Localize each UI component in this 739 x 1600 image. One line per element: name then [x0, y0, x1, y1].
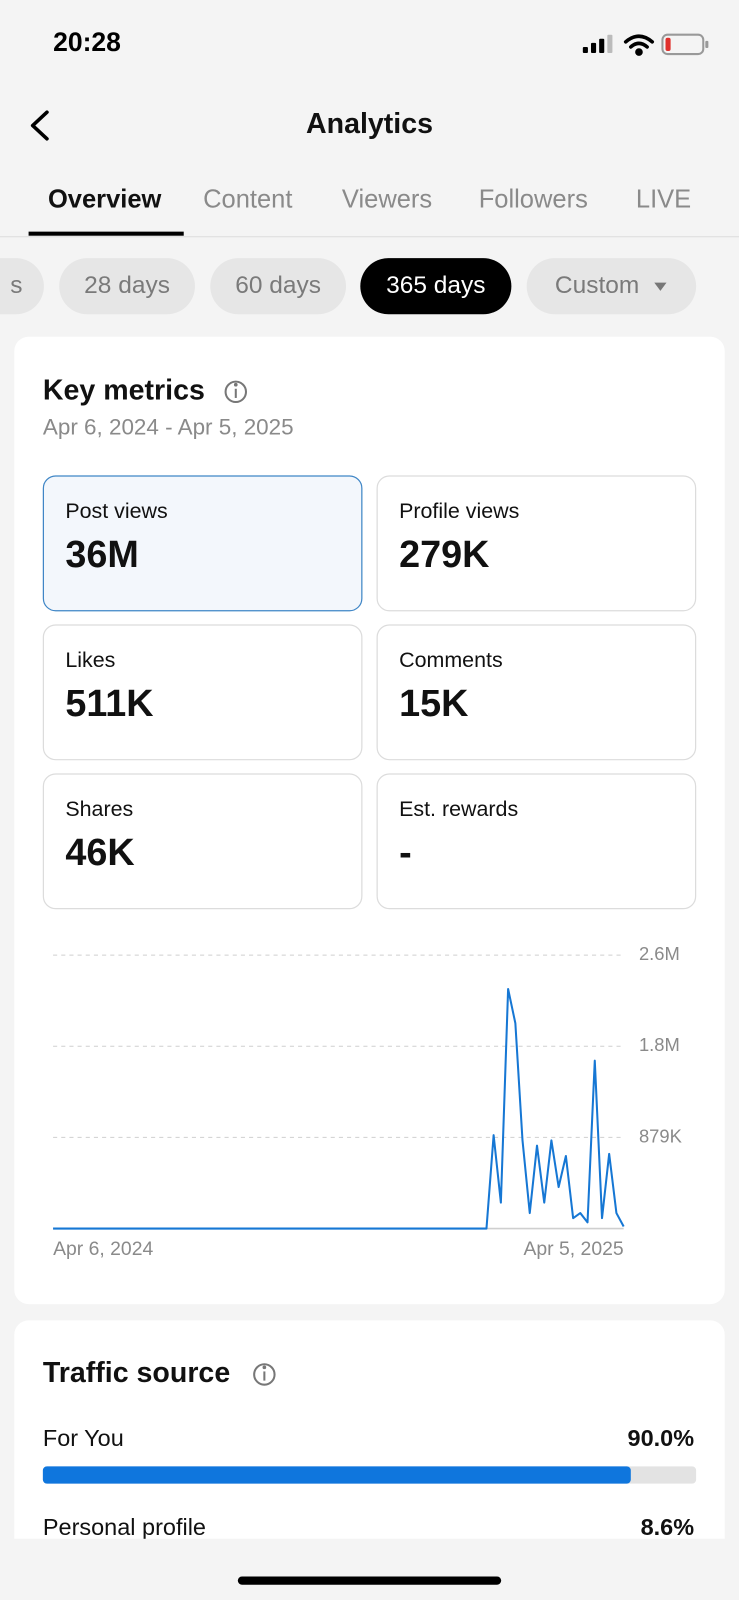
wifi-icon	[623, 34, 655, 56]
tab[interactable]: Followers	[479, 186, 588, 214]
source-bar	[42, 1466, 631, 1484]
dynamic-content: Overview Content Viewers Followers LIVE s 28 d…	[0, 186, 697, 1573]
metric-card[interactable]	[376, 624, 697, 761]
tab[interactable]: Viewers	[342, 186, 432, 214]
metric-label: Est. rewards	[399, 797, 518, 821]
metric-value: 279K	[399, 534, 489, 576]
source-value: 90.0%	[628, 1425, 695, 1451]
metric-card[interactable]	[42, 475, 363, 612]
metric-value: 15K	[399, 683, 468, 725]
back-button[interactable]	[30, 110, 49, 141]
source-name: Personal profile	[43, 1514, 206, 1540]
metric-label: Profile views	[399, 499, 519, 523]
metric-card[interactable]	[376, 773, 697, 910]
x-tick-label: Apr 6, 2024	[53, 1238, 153, 1260]
section-title: Traffic source	[43, 1357, 230, 1389]
line-series	[53, 987, 625, 1230]
page-title: Analytics	[306, 108, 433, 140]
metric-card[interactable]	[376, 475, 697, 612]
battery-icon	[661, 33, 709, 56]
metric-label: Shares	[65, 797, 133, 821]
metric-value: 46K	[65, 832, 134, 874]
tab[interactable]: Content	[203, 186, 292, 214]
bottom-bar	[0, 1538, 739, 1600]
metric-value: 511K	[65, 683, 153, 725]
y-tick-label: 879K	[639, 1125, 683, 1146]
y-tick-label: 2.6M	[639, 943, 680, 964]
filter-chip-label[interactable]: Custom	[555, 272, 639, 299]
filter-chip[interactable]	[0, 258, 44, 315]
info-icon[interactable]	[224, 380, 248, 404]
filter-chip[interactable]	[210, 258, 347, 315]
filter-chip[interactable]	[526, 258, 697, 315]
metric-label: Post views	[65, 499, 167, 523]
source-name: For You	[43, 1425, 124, 1451]
source-value: 8.6%	[641, 1514, 695, 1540]
metric-label: Likes	[65, 648, 115, 672]
filter-chip-label[interactable]: s	[10, 272, 22, 299]
y-tick-label: 1.8M	[639, 1034, 680, 1055]
date-range: Apr 6, 2024 - Apr 5, 2025	[43, 415, 294, 440]
metric-card[interactable]	[42, 773, 363, 910]
filter-chip[interactable]	[59, 258, 195, 315]
filter-chip-label[interactable]: 28 days	[84, 272, 170, 299]
tab[interactable]: LIVE	[636, 186, 691, 214]
tab[interactable]: Overview	[48, 186, 162, 214]
dropdown-arrow	[654, 282, 667, 291]
tab-underline	[28, 231, 184, 236]
info-icon[interactable]	[253, 1363, 276, 1386]
metric-label: Comments	[399, 648, 503, 672]
filter-chip[interactable]	[360, 258, 512, 315]
signal-icon	[582, 34, 613, 54]
metric-card[interactable]	[42, 624, 363, 761]
metric-value: 36M	[65, 534, 138, 576]
metric-value: -	[399, 832, 412, 874]
filter-chip-label[interactable]: 60 days	[235, 272, 321, 299]
section-title: Key metrics	[43, 374, 205, 406]
home-indicator	[237, 1576, 502, 1585]
x-tick-label: Apr 5, 2025	[523, 1238, 623, 1260]
filter-chip-label[interactable]: 365 days	[386, 272, 485, 299]
status-time: 20:28	[53, 27, 121, 57]
traffic-card	[14, 1320, 725, 1566]
